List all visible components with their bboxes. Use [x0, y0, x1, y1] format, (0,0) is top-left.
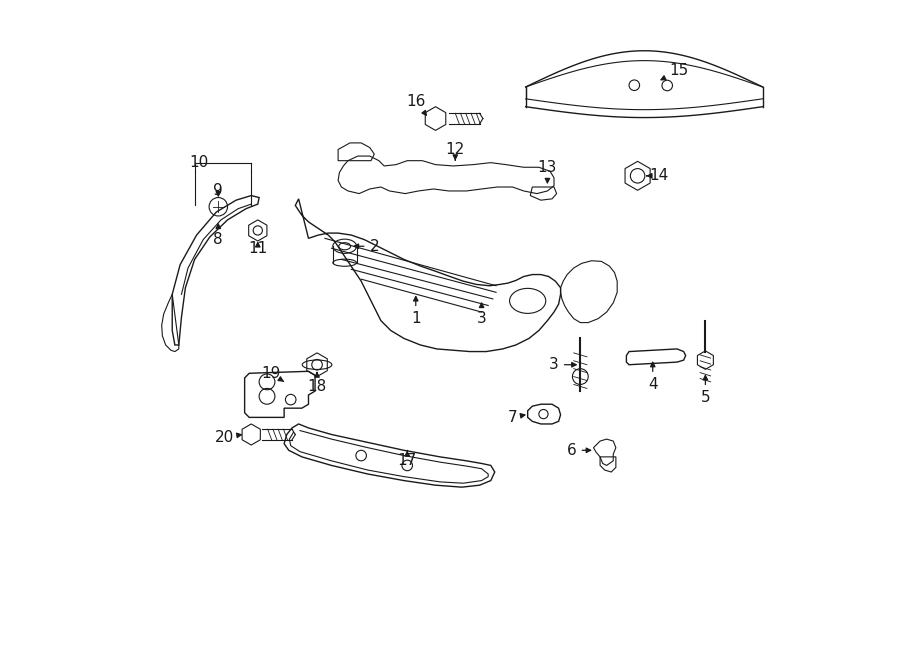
Text: 2: 2	[354, 239, 379, 254]
Text: 14: 14	[647, 169, 669, 183]
Text: 13: 13	[537, 160, 557, 183]
Text: 20: 20	[215, 430, 241, 445]
Text: 19: 19	[261, 366, 284, 381]
Text: 3: 3	[477, 303, 487, 326]
Text: 3: 3	[549, 357, 576, 372]
Text: 11: 11	[248, 241, 267, 256]
Text: 9: 9	[213, 184, 223, 198]
Text: 17: 17	[398, 451, 417, 469]
Text: 6: 6	[567, 443, 590, 458]
Text: 16: 16	[406, 94, 427, 115]
Text: 4: 4	[648, 362, 658, 392]
Text: 5: 5	[700, 375, 710, 405]
Text: 12: 12	[446, 142, 465, 160]
Text: 1: 1	[411, 297, 420, 326]
Text: 7: 7	[508, 410, 525, 425]
Text: 8: 8	[213, 224, 223, 247]
Text: 10: 10	[189, 155, 208, 170]
Text: 15: 15	[662, 63, 688, 80]
Text: 18: 18	[308, 373, 327, 394]
